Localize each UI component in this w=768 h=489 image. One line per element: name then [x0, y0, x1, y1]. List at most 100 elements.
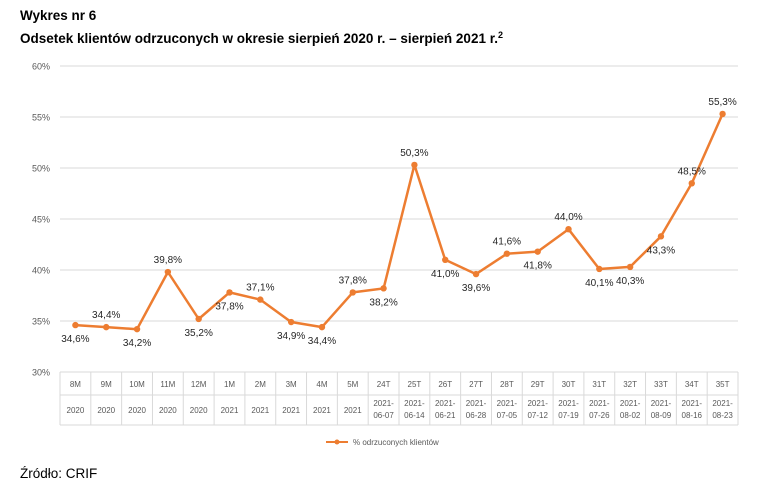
chart-title: Odsetek klientów odrzuconych w okresie s…	[20, 27, 503, 47]
y-tick-label: 40%	[32, 266, 50, 276]
data-point	[287, 318, 295, 326]
x-tick-sublabel: 2021	[251, 406, 269, 415]
x-tick-sublabel: 2021-	[651, 399, 672, 408]
x-tick-sublabel: 2020	[97, 406, 115, 415]
x-tick-sublabel: 07-26	[589, 411, 610, 420]
x-tick-sublabel: 08-09	[651, 411, 672, 420]
x-tick-sublabel: 06-28	[466, 411, 487, 420]
data-label: 34,6%	[61, 334, 89, 345]
data-label: 55,3%	[708, 97, 736, 108]
footnote-mark: 2	[497, 30, 503, 40]
y-tick-label: 60%	[32, 62, 50, 72]
data-label: 37,1%	[246, 283, 274, 294]
x-tick-sublabel: 2021-	[435, 399, 456, 408]
data-label: 40,1%	[585, 278, 613, 289]
data-label: 41,8%	[524, 261, 552, 272]
x-tick-label: 25T	[408, 380, 422, 389]
data-label: 34,4%	[92, 310, 120, 321]
y-tick-label: 35%	[32, 317, 50, 327]
data-point	[688, 180, 695, 187]
y-tick-label: 45%	[32, 215, 50, 225]
x-tick-sublabel: 2021-	[404, 399, 425, 408]
data-label: 34,9%	[277, 331, 305, 342]
chart-number-label: Wykres nr 6	[20, 8, 97, 23]
x-tick-sublabel: 2020	[67, 406, 85, 415]
x-tick-sublabel: 2020	[190, 406, 208, 415]
x-tick-label: 29T	[531, 380, 545, 389]
data-point	[195, 315, 202, 323]
x-tick-sublabel: 2021-	[497, 399, 518, 408]
x-tick-label: 35T	[716, 380, 730, 389]
data-label: 44,0%	[554, 212, 582, 223]
x-tick-label: 3M	[286, 380, 297, 389]
x-tick-sublabel: 2020	[128, 406, 146, 415]
x-tick-label: 1M	[224, 380, 235, 389]
data-label: 38,2%	[369, 297, 397, 308]
data-point	[626, 263, 634, 271]
x-tick-sublabel: 2021	[221, 406, 239, 415]
x-tick-label: 24T	[377, 380, 391, 389]
data-point	[72, 321, 79, 329]
data-label: 35,2%	[185, 328, 213, 339]
source-note: Źródło: CRIF	[20, 466, 98, 481]
x-tick-sublabel: 2021-	[466, 399, 487, 408]
data-point	[596, 265, 603, 273]
x-tick-sublabel: 2020	[159, 406, 177, 415]
data-point	[503, 250, 511, 257]
data-point	[442, 256, 449, 263]
data-point	[164, 268, 172, 276]
x-tick-label: 4M	[316, 380, 327, 389]
x-tick-sublabel: 2021-	[527, 399, 548, 408]
data-point	[534, 248, 541, 255]
x-tick-label: 28T	[500, 380, 514, 389]
data-point	[472, 270, 480, 278]
x-tick-sublabel: 07-12	[527, 411, 548, 420]
data-label: 48,5%	[678, 166, 706, 177]
x-tick-sublabel: 08-02	[620, 411, 641, 420]
y-tick-label: 30%	[32, 368, 50, 378]
x-tick-label: 30T	[562, 380, 576, 389]
data-point	[133, 325, 141, 333]
x-tick-label: 27T	[469, 380, 483, 389]
x-tick-sublabel: 2021-	[682, 399, 703, 408]
data-point	[380, 285, 387, 292]
x-tick-label: 8M	[70, 380, 81, 389]
x-tick-label: 33T	[654, 380, 668, 389]
x-tick-sublabel: 2021-	[620, 399, 641, 408]
x-tick-label: 10M	[129, 380, 145, 389]
x-tick-sublabel: 2021-	[712, 399, 733, 408]
y-tick-label: 55%	[32, 113, 50, 123]
data-point	[719, 110, 726, 118]
data-label: 34,4%	[308, 336, 336, 347]
data-point	[103, 323, 110, 331]
x-tick-sublabel: 06-07	[373, 411, 394, 420]
x-tick-label: 5M	[347, 380, 358, 389]
x-tick-sublabel: 08-23	[712, 411, 733, 420]
data-point	[257, 296, 264, 303]
y-tick-label: 50%	[32, 164, 50, 174]
data-label: 39,6%	[462, 283, 490, 294]
data-label: 41,0%	[431, 269, 459, 280]
data-label: 39,8%	[154, 255, 182, 266]
data-label: 43,3%	[647, 245, 675, 256]
data-point	[349, 289, 356, 296]
legend-marker	[334, 439, 340, 445]
data-label: 34,2%	[123, 338, 151, 349]
x-tick-label: 34T	[685, 380, 699, 389]
x-tick-label: 31T	[592, 380, 606, 389]
data-point	[411, 161, 418, 169]
x-tick-sublabel: 08-16	[682, 411, 703, 420]
x-tick-sublabel: 2021-	[558, 399, 579, 408]
data-point	[226, 289, 233, 296]
x-tick-sublabel: 2021	[282, 406, 300, 415]
x-tick-sublabel: 07-19	[558, 411, 579, 420]
x-tick-sublabel: 2021-	[589, 399, 610, 408]
data-label: 40,3%	[616, 276, 644, 287]
data-label: 41,6%	[493, 237, 521, 248]
data-label: 37,8%	[339, 275, 367, 286]
x-tick-label: 26T	[438, 380, 452, 389]
x-tick-sublabel: 2021	[344, 406, 362, 415]
x-tick-sublabel: 2021-	[373, 399, 394, 408]
x-tick-sublabel: 07-05	[497, 411, 518, 420]
